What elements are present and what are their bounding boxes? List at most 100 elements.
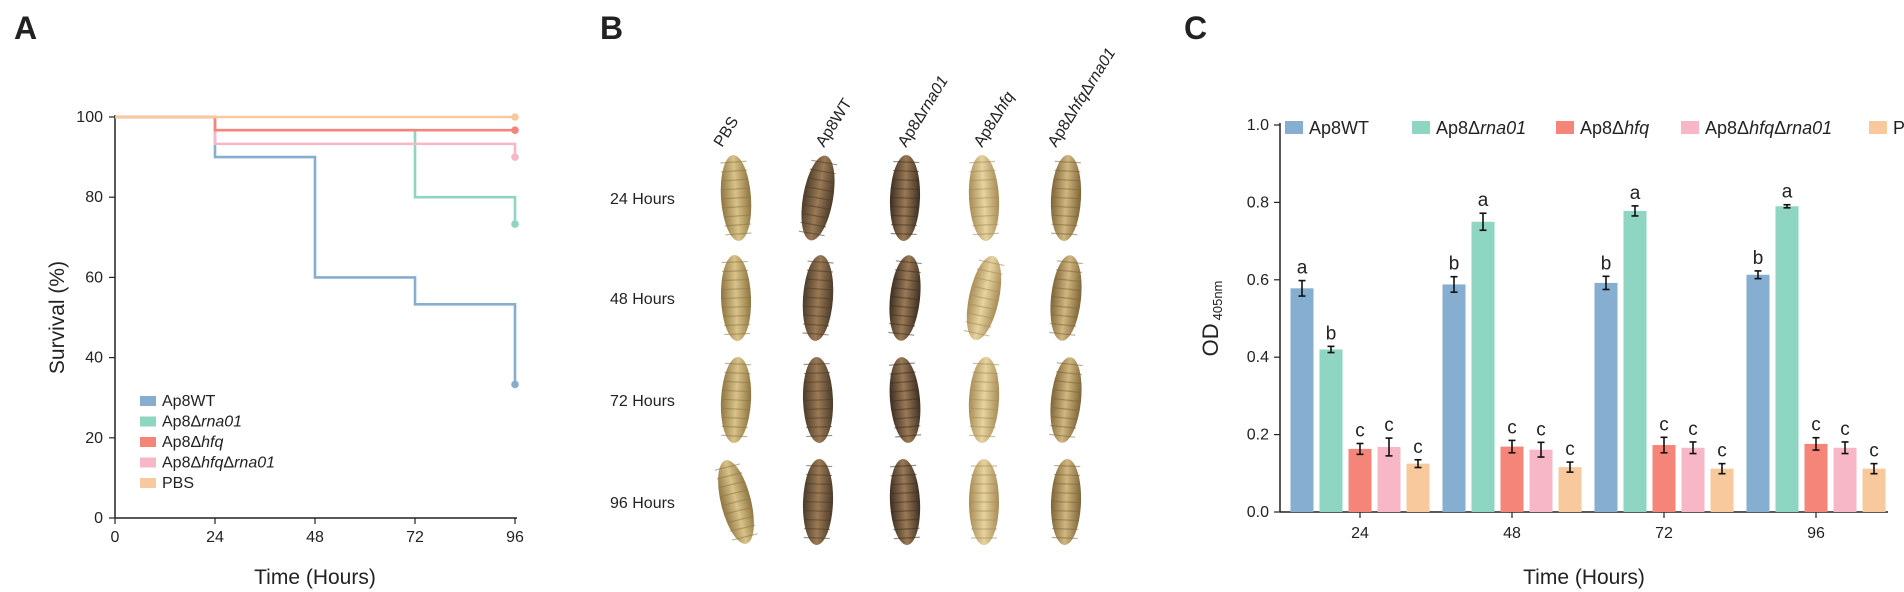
larva-image — [969, 459, 999, 545]
legend-label: Ap8Δrna01 — [1436, 118, 1526, 138]
x-tick-label: 96 — [1807, 525, 1825, 542]
larva-image — [720, 357, 752, 443]
bar — [1710, 468, 1734, 512]
larvae-column-label: Ap8WT — [813, 96, 856, 150]
larvae-column-label: PBS — [711, 114, 742, 150]
significance-letter: c — [1659, 414, 1669, 435]
y-tick-label: 0.0 — [1247, 504, 1269, 521]
legend-swatch — [140, 437, 156, 447]
y-tick-label: 1.0 — [1247, 117, 1269, 134]
y-axis-label: OD405nm — [1198, 281, 1225, 357]
larvae-column-label: Ap8ΔhfqΔrna01 — [1045, 45, 1119, 150]
legend-swatch — [1412, 121, 1430, 134]
larva-image — [968, 357, 1000, 443]
significance-letter: c — [1355, 421, 1365, 442]
larva-image — [888, 255, 922, 341]
significance-letter: c — [1840, 419, 1850, 440]
legend-swatch — [140, 416, 156, 427]
y-tick-label: 0.8 — [1247, 194, 1269, 211]
significance-letter: c — [1413, 437, 1423, 458]
larva-image — [968, 155, 1000, 241]
y-tick-label: 60 — [85, 269, 103, 286]
larva-image — [1049, 255, 1083, 341]
significance-letter: a — [1478, 190, 1489, 211]
y-tick-label: 0 — [94, 510, 103, 527]
survival-end-point — [511, 380, 519, 389]
bar — [1804, 443, 1828, 512]
significance-letter: b — [1326, 323, 1337, 344]
significance-letter: c — [1384, 415, 1394, 436]
larva-image — [889, 459, 921, 545]
larva-image — [1050, 459, 1082, 545]
legend-label: PBS — [1893, 118, 1904, 138]
significance-letter: b — [1601, 253, 1612, 274]
x-tick-label: 24 — [1351, 525, 1369, 542]
y-tick-label: 40 — [85, 350, 103, 367]
larva-image — [963, 255, 1005, 341]
legend-label: Ap8Δhfq — [1580, 118, 1649, 138]
larva-image — [889, 155, 921, 241]
x-tick-label: 72 — [1655, 525, 1673, 542]
x-axis-label: Time (Hours) — [254, 566, 376, 589]
significance-letter: c — [1565, 439, 1575, 460]
x-tick-label: 96 — [506, 529, 524, 546]
significance-letter: b — [1753, 248, 1764, 269]
legend-swatch — [1681, 121, 1699, 134]
legend-label: PBS — [162, 475, 194, 492]
significance-letter: a — [1297, 258, 1308, 279]
survival-chart: 0 24 48 72 96 0 20 40 60 80 100 Time (Hours) Surviva… — [46, 109, 524, 589]
legend-swatch — [140, 478, 156, 488]
bar — [1377, 446, 1401, 512]
bar — [1594, 282, 1618, 512]
bar — [1775, 206, 1799, 512]
x-tick-label: 72 — [406, 529, 424, 546]
y-tick-label: 20 — [85, 430, 103, 447]
x-tick-label: 48 — [306, 529, 324, 546]
y-tick-label: 100 — [76, 109, 103, 126]
larva-image — [802, 255, 834, 341]
y-axis-label: Survival (%) — [46, 261, 69, 374]
legend-swatch — [1285, 121, 1303, 134]
significance-letter: a — [1630, 183, 1641, 204]
significance-letter: c — [1536, 419, 1546, 440]
larva-image — [720, 255, 752, 341]
significance-letter: c — [1688, 419, 1698, 440]
larva-image — [802, 459, 834, 545]
x-tick-label: 24 — [206, 529, 224, 546]
y-tick-label: 0.2 — [1247, 427, 1269, 444]
bar — [1652, 445, 1676, 512]
legend-label: Ap8WT — [162, 393, 216, 410]
bar — [1833, 447, 1857, 512]
larva-image — [802, 357, 834, 443]
larvae-row-label: 72 Hours — [610, 393, 675, 410]
larva-image — [888, 357, 922, 443]
significance-letter: a — [1782, 182, 1793, 203]
legend-swatch — [1869, 121, 1887, 134]
bar — [1746, 274, 1770, 512]
larvae-row-label: 24 Hours — [610, 191, 675, 208]
larvae-column-label: Ap8Δhfq — [971, 89, 1018, 150]
x-tick-label: 0 — [111, 529, 120, 546]
bar — [1442, 284, 1466, 512]
bar — [1471, 221, 1495, 512]
significance-letter: c — [1717, 441, 1727, 462]
survival-end-point — [511, 153, 519, 161]
y-tick-label: 0.6 — [1247, 272, 1269, 289]
significance-letter: c — [1869, 441, 1879, 462]
bar — [1406, 463, 1430, 512]
legend-label: Ap8Δrna01 — [162, 414, 242, 431]
legend-label: Ap8ΔhfqΔrna01 — [162, 455, 275, 472]
significance-letter: c — [1811, 415, 1821, 436]
bar — [1290, 288, 1314, 512]
survival-end-point — [511, 220, 519, 228]
panel-label-c: C — [1184, 10, 1208, 46]
panel-label-b: B — [600, 10, 624, 46]
bar — [1529, 449, 1553, 512]
legend-label: Ap8ΔhfqΔrna01 — [1705, 118, 1832, 138]
larvae-column-label: Ap8Δrna01 — [895, 73, 952, 150]
bar — [1348, 448, 1372, 512]
larva-image — [798, 155, 838, 241]
legend-label: Ap8Δhfq — [162, 434, 224, 451]
